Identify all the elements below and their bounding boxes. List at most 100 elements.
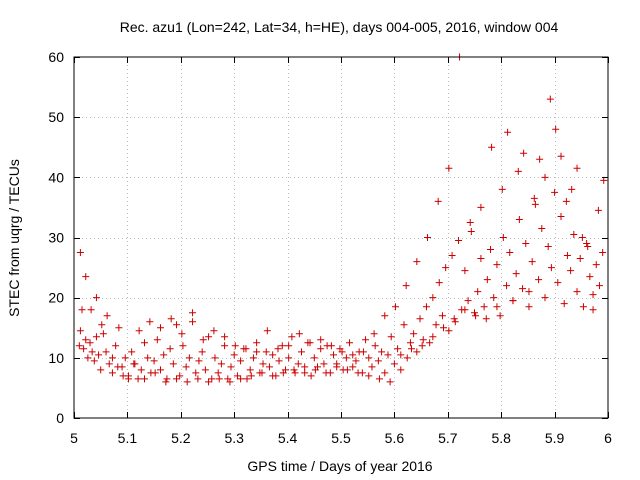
data-point bbox=[346, 339, 354, 347]
data-point bbox=[76, 327, 84, 335]
data-point bbox=[578, 234, 586, 241]
data-point bbox=[160, 351, 168, 359]
data-point bbox=[371, 342, 379, 350]
data-point bbox=[390, 360, 398, 368]
y-tick-label: 50 bbox=[48, 109, 64, 125]
data-point bbox=[482, 315, 490, 323]
data-point bbox=[535, 276, 543, 284]
data-point bbox=[592, 261, 600, 269]
data-point bbox=[140, 375, 148, 383]
data-point bbox=[406, 339, 414, 347]
data-point bbox=[307, 372, 315, 380]
data-point bbox=[247, 372, 255, 380]
data-point bbox=[365, 372, 373, 380]
data-point bbox=[445, 327, 453, 335]
data-point bbox=[413, 348, 421, 356]
data-point bbox=[407, 345, 415, 353]
data-point bbox=[557, 152, 565, 160]
data-point bbox=[525, 303, 533, 311]
data-point bbox=[381, 312, 389, 320]
data-point bbox=[301, 363, 309, 371]
data-point bbox=[194, 375, 202, 383]
data-point bbox=[397, 366, 405, 374]
data-point bbox=[290, 366, 298, 374]
data-point bbox=[584, 243, 592, 251]
data-point bbox=[210, 327, 218, 335]
data-point bbox=[472, 312, 480, 320]
data-point bbox=[285, 354, 293, 362]
data-point bbox=[595, 282, 603, 290]
data-point bbox=[173, 321, 181, 329]
data-point bbox=[263, 327, 271, 335]
data-point bbox=[429, 333, 437, 341]
data-point bbox=[103, 312, 111, 320]
data-point bbox=[551, 188, 559, 196]
data-point bbox=[397, 351, 405, 359]
y-tick-label: 10 bbox=[48, 350, 64, 366]
data-point bbox=[403, 354, 411, 362]
data-point bbox=[121, 354, 129, 362]
x-tick-label: 5.6 bbox=[385, 430, 405, 446]
data-point bbox=[178, 330, 186, 338]
data-point bbox=[504, 128, 512, 136]
data-point bbox=[530, 194, 538, 202]
x-tick-label: 5.4 bbox=[278, 430, 298, 446]
data-point bbox=[589, 306, 597, 314]
data-point bbox=[440, 324, 448, 332]
x-tick-labels: 5 5.1 5.2 5.3 5.4 5.5 5.6 5.7 5.8 5.9 6 bbox=[70, 430, 612, 446]
data-point bbox=[435, 279, 443, 287]
data-point bbox=[541, 294, 549, 302]
y-tick-labels: 0 10 20 30 40 50 60 bbox=[48, 49, 64, 426]
data-point bbox=[208, 375, 216, 383]
data-point bbox=[402, 282, 410, 290]
data-point bbox=[349, 351, 357, 359]
data-point bbox=[157, 324, 165, 332]
data-point bbox=[262, 348, 270, 356]
data-point bbox=[297, 348, 305, 356]
data-point bbox=[78, 306, 86, 314]
data-points bbox=[75, 53, 608, 386]
data-point bbox=[146, 318, 154, 326]
data-point bbox=[102, 348, 110, 356]
data-point bbox=[576, 255, 584, 263]
data-point bbox=[438, 312, 446, 320]
data-point bbox=[95, 351, 103, 359]
data-point bbox=[477, 255, 485, 263]
data-point bbox=[183, 378, 191, 386]
data-point bbox=[338, 348, 346, 356]
data-point bbox=[278, 342, 286, 350]
data-point bbox=[115, 324, 123, 332]
data-point bbox=[215, 375, 223, 383]
data-point bbox=[176, 372, 184, 380]
x-tick-label: 5.7 bbox=[438, 430, 458, 446]
data-point bbox=[192, 369, 200, 377]
data-point bbox=[563, 252, 571, 260]
data-point bbox=[189, 309, 197, 317]
data-point bbox=[466, 218, 474, 226]
data-point bbox=[82, 273, 90, 281]
data-point bbox=[362, 336, 370, 344]
data-point bbox=[295, 330, 303, 338]
data-point bbox=[487, 246, 495, 254]
data-point bbox=[573, 164, 581, 172]
data-point bbox=[368, 363, 376, 371]
data-point bbox=[205, 333, 213, 341]
data-point bbox=[432, 321, 440, 329]
data-point bbox=[211, 354, 219, 362]
data-point bbox=[400, 321, 408, 329]
data-point bbox=[384, 351, 392, 359]
data-point bbox=[560, 300, 568, 308]
data-point bbox=[490, 294, 498, 302]
data-point bbox=[259, 360, 267, 368]
data-point bbox=[503, 282, 511, 290]
data-point bbox=[199, 336, 207, 344]
data-point bbox=[554, 279, 562, 287]
data-point bbox=[538, 224, 546, 232]
data-point bbox=[243, 375, 251, 383]
data-point bbox=[374, 357, 382, 365]
data-point bbox=[579, 303, 587, 311]
data-point bbox=[108, 354, 116, 362]
data-point bbox=[461, 267, 469, 275]
data-point bbox=[246, 366, 254, 374]
data-point bbox=[227, 363, 235, 371]
